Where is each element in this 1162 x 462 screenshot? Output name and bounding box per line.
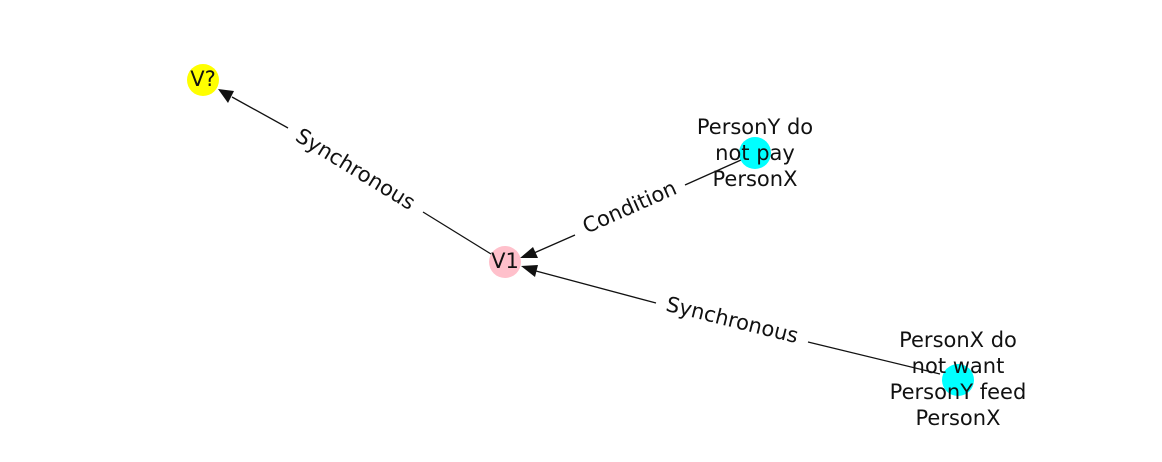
node-label-line: PersonX xyxy=(916,406,1001,430)
edge-v1-to-vquestion: Synchronous xyxy=(218,89,492,255)
edge-label: Synchronous xyxy=(292,124,420,215)
arrowhead xyxy=(218,89,234,103)
edge-label: Synchronous xyxy=(664,292,801,348)
node-v1: V1 xyxy=(489,246,521,278)
node-circle xyxy=(187,64,219,96)
node-circle xyxy=(489,246,521,278)
node-label-line: not pay xyxy=(715,141,795,165)
node-label-line: PersonX do xyxy=(899,328,1017,352)
edge-personx-to-v1: Synchronous xyxy=(521,265,941,375)
edge-line xyxy=(807,341,941,375)
node-label-line: PersonY feed xyxy=(890,380,1027,404)
arrowhead xyxy=(521,265,538,277)
node-label-line: PersonX xyxy=(713,167,798,191)
node-persony-not-pay: PersonY do not pay PersonX xyxy=(697,115,813,191)
edge-line xyxy=(535,270,657,304)
edge-line xyxy=(684,159,742,186)
node-label-line: not want xyxy=(912,354,1005,378)
node-circle xyxy=(739,137,771,169)
node-circle xyxy=(942,364,974,396)
edge-line xyxy=(231,96,289,129)
edge-persony-to-v1: Condition xyxy=(520,159,742,258)
node-v-question: V? xyxy=(187,64,219,96)
node-label: V1 xyxy=(491,249,519,273)
node-label: V? xyxy=(190,67,216,91)
arrowhead xyxy=(520,247,538,258)
node-label-line: PersonY do xyxy=(697,115,813,139)
node-personx-not-want: PersonX do not want PersonY feed PersonX xyxy=(890,328,1027,430)
edge-label: Condition xyxy=(579,176,680,239)
edge-line xyxy=(422,211,492,255)
edge-line xyxy=(533,234,576,254)
